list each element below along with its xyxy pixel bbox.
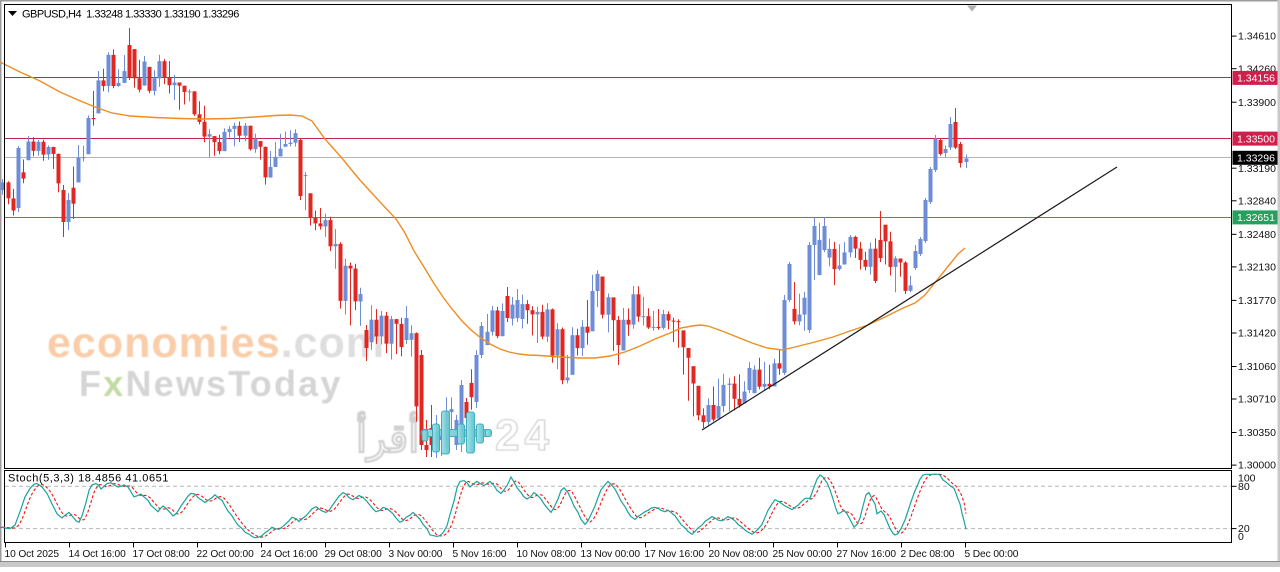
svg-text:1.32651: 1.32651 xyxy=(1237,212,1275,224)
svg-text:1.30350: 1.30350 xyxy=(1238,427,1276,439)
svg-text:17 Nov 16:00: 17 Nov 16:00 xyxy=(645,549,705,560)
svg-text:1.33500: 1.33500 xyxy=(1237,133,1275,145)
svg-text:13 Nov 00:00: 13 Nov 00:00 xyxy=(581,549,641,560)
svg-text:10 Nov 08:00: 10 Nov 08:00 xyxy=(517,549,577,560)
svg-text:1.32130: 1.32130 xyxy=(1238,262,1276,274)
svg-text:5 Dec 00:00: 5 Dec 00:00 xyxy=(965,549,1019,560)
svg-text:17 Oct 08:00: 17 Oct 08:00 xyxy=(133,549,191,560)
svg-text:29 Oct 08:00: 29 Oct 08:00 xyxy=(325,549,383,560)
svg-text:1.32480: 1.32480 xyxy=(1238,229,1276,241)
svg-text:2 Dec 08:00: 2 Dec 08:00 xyxy=(901,549,955,560)
svg-text:1.33900: 1.33900 xyxy=(1238,97,1276,109)
svg-text:0: 0 xyxy=(1238,531,1244,543)
svg-text:10 Oct 2025: 10 Oct 2025 xyxy=(5,549,60,560)
svg-text:5 Nov 16:00: 5 Nov 16:00 xyxy=(453,549,507,560)
svg-text:FxNewsToday: FxNewsToday xyxy=(79,363,343,404)
svg-text:1.31770: 1.31770 xyxy=(1238,295,1276,307)
svg-text:22 Oct 00:00: 22 Oct 00:00 xyxy=(197,549,255,560)
svg-text:80: 80 xyxy=(1238,481,1250,493)
svg-text:27 Nov 16:00: 27 Nov 16:00 xyxy=(837,549,897,560)
svg-text:economies.com: economies.com xyxy=(47,319,385,367)
svg-text:20 Nov 08:00: 20 Nov 08:00 xyxy=(709,549,769,560)
svg-text:GBPUSD,H4 1.33248 1.33330 1.3: GBPUSD,H4 1.33248 1.33330 1.33190 1.3329… xyxy=(22,9,239,21)
svg-text:25 Nov 00:00: 25 Nov 00:00 xyxy=(773,549,833,560)
svg-text:1.30710: 1.30710 xyxy=(1238,394,1276,406)
svg-text:24 Oct 16:00: 24 Oct 16:00 xyxy=(261,549,319,560)
svg-text:1.31060: 1.31060 xyxy=(1238,361,1276,373)
svg-text:1.31420: 1.31420 xyxy=(1238,328,1276,340)
svg-text:24: 24 xyxy=(495,411,554,460)
svg-text:3 Nov 00:00: 3 Nov 00:00 xyxy=(389,549,443,560)
svg-text:Stoch(5,3,3) 18.4856 41.0651: Stoch(5,3,3) 18.4856 41.0651 xyxy=(8,473,169,485)
svg-text:1.34610: 1.34610 xyxy=(1238,31,1276,43)
svg-text:1.33296: 1.33296 xyxy=(1237,153,1275,165)
svg-text:أقرأ: أقرأ xyxy=(356,410,419,463)
svg-text:1.32840: 1.32840 xyxy=(1238,195,1276,207)
svg-text:1.30000: 1.30000 xyxy=(1238,460,1276,472)
svg-text:14 Oct 16:00: 14 Oct 16:00 xyxy=(69,549,127,560)
svg-text:1.34156: 1.34156 xyxy=(1237,73,1275,85)
